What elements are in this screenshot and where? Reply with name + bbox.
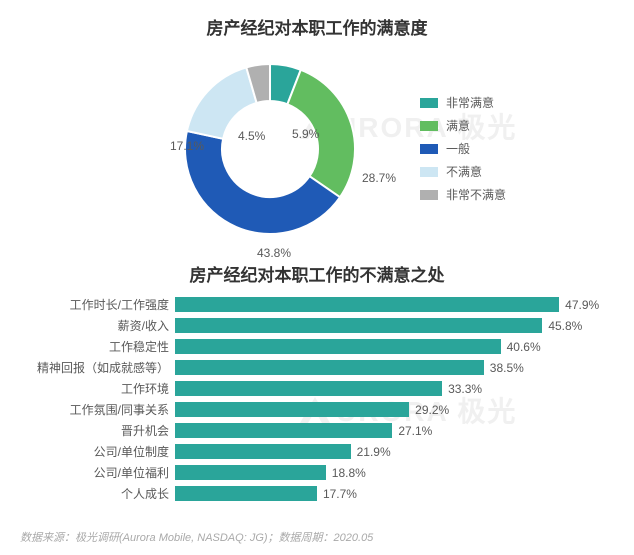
bar-fill — [175, 402, 409, 417]
bar-track: 33.3% — [175, 381, 576, 396]
bar-fill — [175, 297, 559, 312]
bar-track: 27.1% — [175, 423, 576, 438]
donut-slice-label: 28.7% — [362, 171, 396, 185]
legend-item: 非常不满意 — [420, 186, 506, 203]
bar-fill — [175, 318, 542, 333]
bar-label: 工作稳定性 — [20, 338, 175, 355]
bar-row: 工作环境 33.3% — [20, 380, 576, 397]
bar-value: 29.2% — [415, 403, 449, 417]
legend-item: 不满意 — [420, 163, 506, 180]
bar-value: 17.7% — [323, 487, 357, 501]
bar-label: 工作环境 — [20, 380, 175, 397]
legend-label: 不满意 — [446, 163, 482, 180]
legend-swatch — [420, 190, 438, 200]
legend-item: 满意 — [420, 117, 506, 134]
bar-value: 21.9% — [357, 445, 391, 459]
donut-chart: 5.9% 28.7% 43.8% 17.1% 4.5% 非常满意满意一般不满意非常不满意 — [0, 39, 634, 269]
bar-row: 个人成长 17.7% — [20, 485, 576, 502]
bar-fill — [175, 360, 484, 375]
bar-track: 47.9% — [175, 297, 576, 312]
bar-row: 工作氛围/同事关系 29.2% — [20, 401, 576, 418]
legend-item: 非常满意 — [420, 94, 506, 111]
legend-swatch — [420, 98, 438, 108]
donut-title: 房产经纪对本职工作的满意度 — [0, 0, 634, 39]
bar-value: 27.1% — [398, 424, 432, 438]
bar-fill — [175, 486, 317, 501]
bar-track: 18.8% — [175, 465, 576, 480]
bar-label: 个人成长 — [20, 485, 175, 502]
bar-value: 38.5% — [490, 361, 524, 375]
bar-row: 晋升机会 27.1% — [20, 422, 576, 439]
legend-label: 非常不满意 — [446, 186, 506, 203]
bar-label: 晋升机会 — [20, 422, 175, 439]
donut-slice-label: 43.8% — [257, 246, 291, 260]
bar-fill — [175, 444, 351, 459]
bar-label: 工作时长/工作强度 — [20, 296, 175, 313]
donut-slice-label: 17.1% — [170, 139, 204, 153]
donut-wrap: 5.9%28.7%43.8%17.1%4.5% — [170, 49, 370, 249]
bar-row: 精神回报（如成就感等） 38.5% — [20, 359, 576, 376]
bar-label: 公司/单位制度 — [20, 443, 175, 460]
donut-legend: 非常满意满意一般不满意非常不满意 — [420, 94, 506, 209]
donut-slice-label: 5.9% — [292, 127, 319, 141]
legend-label: 满意 — [446, 117, 470, 134]
bar-label: 公司/单位福利 — [20, 464, 175, 481]
bar-value: 18.8% — [332, 466, 366, 480]
legend-swatch — [420, 121, 438, 131]
bar-chart: 工作时长/工作强度47.9%薪资/收入45.8%工作稳定性40.6%精神回报（如… — [0, 296, 634, 502]
legend-swatch — [420, 144, 438, 154]
bar-track: 38.5% — [175, 360, 576, 375]
bar-fill — [175, 465, 326, 480]
bar-label: 工作氛围/同事关系 — [20, 401, 175, 418]
bars-title: 房产经纪对本职工作的不满意之处 — [0, 261, 634, 286]
bar-track: 29.2% — [175, 402, 576, 417]
bar-value: 45.8% — [548, 319, 582, 333]
legend-item: 一般 — [420, 140, 506, 157]
bar-track: 17.7% — [175, 486, 576, 501]
bar-row: 工作时长/工作强度47.9% — [20, 296, 576, 313]
bar-fill — [175, 381, 442, 396]
bar-value: 40.6% — [507, 340, 541, 354]
donut-slice-label: 4.5% — [238, 129, 265, 143]
legend-swatch — [420, 167, 438, 177]
bar-value: 47.9% — [565, 298, 599, 312]
bar-value: 33.3% — [448, 382, 482, 396]
bar-fill — [175, 423, 392, 438]
bar-fill — [175, 339, 501, 354]
bar-label: 精神回报（如成就感等） — [20, 359, 175, 376]
bar-track: 45.8% — [175, 318, 576, 333]
bar-row: 薪资/收入45.8% — [20, 317, 576, 334]
bar-label: 薪资/收入 — [20, 317, 175, 334]
bar-track: 40.6% — [175, 339, 576, 354]
legend-label: 非常满意 — [446, 94, 494, 111]
legend-label: 一般 — [446, 140, 470, 157]
bar-row: 工作稳定性 40.6% — [20, 338, 576, 355]
bar-row: 公司/单位制度 21.9% — [20, 443, 576, 460]
bar-track: 21.9% — [175, 444, 576, 459]
footer-source: 数据来源：极光调研(Aurora Mobile, NASDAQ: JG)；数据周… — [20, 529, 373, 545]
donut-slice — [185, 131, 340, 234]
bar-row: 公司/单位福利 18.8% — [20, 464, 576, 481]
